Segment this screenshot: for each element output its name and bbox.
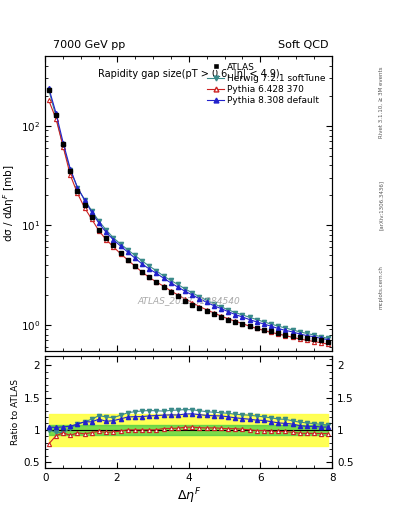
Y-axis label: Ratio to ATLAS: Ratio to ATLAS	[11, 379, 20, 445]
Text: Rapidity gap size(pT > 0.6, |η| < 4.9): Rapidity gap size(pT > 0.6, |η| < 4.9)	[98, 68, 279, 79]
Text: [arXiv:1306.3436]: [arXiv:1306.3436]	[379, 180, 384, 230]
Legend: ATLAS, Herwig 7.2.1 softTune, Pythia 6.428 370, Pythia 8.308 default: ATLAS, Herwig 7.2.1 softTune, Pythia 6.4…	[206, 61, 328, 107]
Text: ATLAS_2012_I1084540: ATLAS_2012_I1084540	[137, 296, 240, 305]
Text: Soft QCD: Soft QCD	[278, 40, 328, 50]
Text: Rivet 3.1.10, ≥ 3M events: Rivet 3.1.10, ≥ 3M events	[379, 67, 384, 138]
Text: mcplots.cern.ch: mcplots.cern.ch	[379, 265, 384, 309]
Y-axis label: dσ / dΔη$^F$ [mb]: dσ / dΔη$^F$ [mb]	[1, 165, 17, 242]
Text: 7000 GeV pp: 7000 GeV pp	[53, 40, 125, 50]
X-axis label: $\Delta\eta^F$: $\Delta\eta^F$	[176, 486, 201, 506]
